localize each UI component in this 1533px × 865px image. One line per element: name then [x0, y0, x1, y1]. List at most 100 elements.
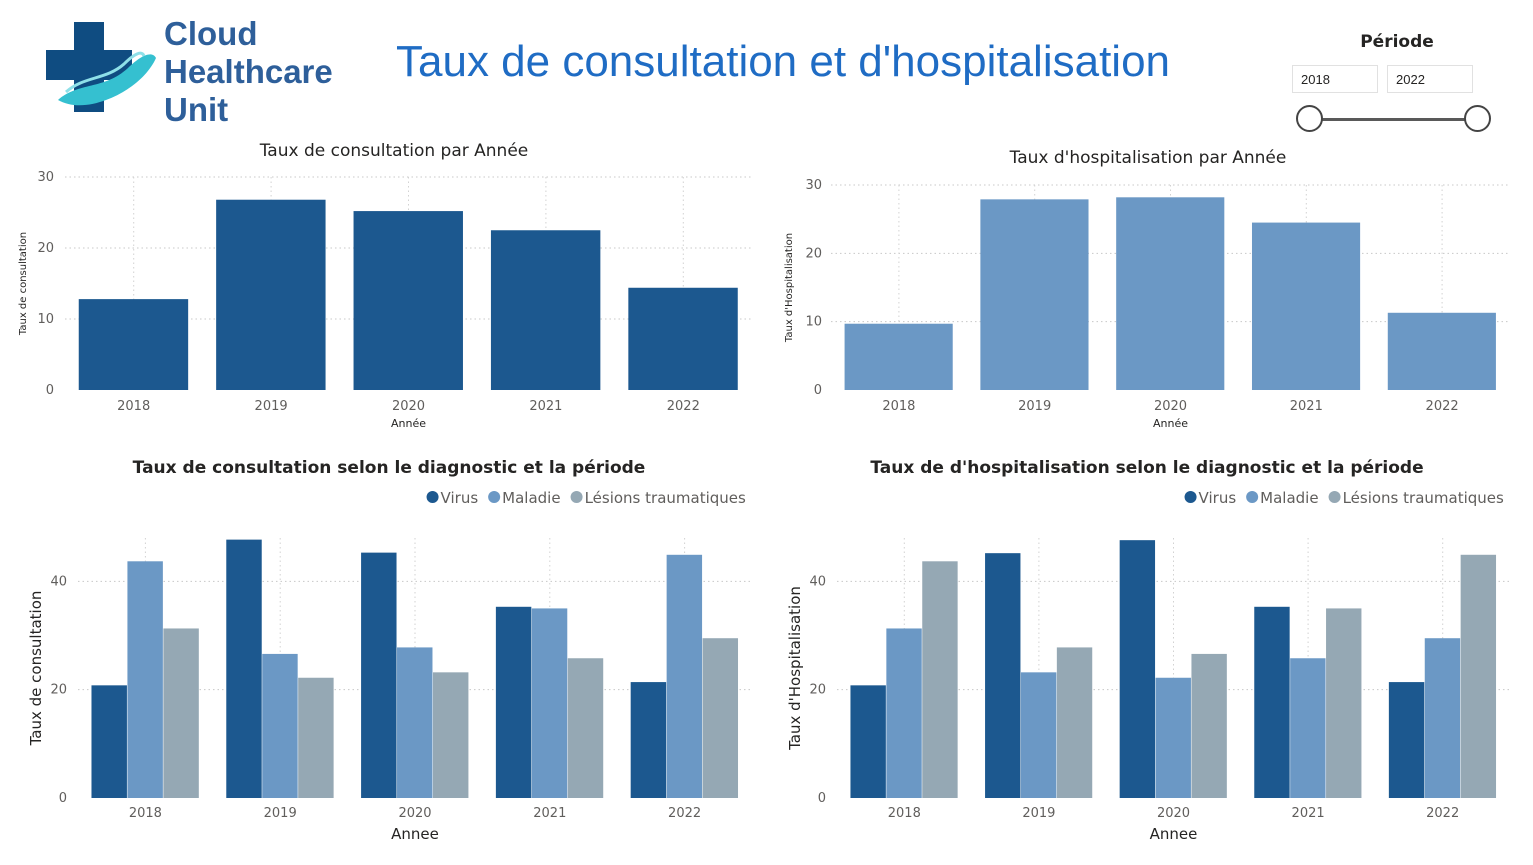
y-tick-label: 40	[50, 574, 67, 589]
x-axis-label: Année	[391, 417, 426, 430]
x-tick-label: 2019	[1022, 806, 1055, 821]
x-tick-label: 2021	[533, 806, 566, 821]
x-tick-label: 2018	[882, 399, 915, 414]
y-tick-label: 30	[37, 170, 54, 185]
x-tick-label: 2020	[398, 806, 431, 821]
bar	[1116, 197, 1225, 390]
logo-text-line-2: Healthcare	[164, 53, 333, 90]
legend-label: Lésions traumatiques	[585, 489, 746, 507]
slicer-start-handle[interactable]	[1296, 105, 1323, 132]
chart-title: Taux de d'hospitalisation selon le diagn…	[870, 458, 1423, 478]
bar	[628, 287, 738, 390]
y-tick-label: 20	[50, 683, 67, 698]
bar	[1388, 682, 1425, 798]
bar	[1251, 222, 1361, 390]
bar	[226, 539, 262, 798]
bar	[980, 199, 1089, 390]
cross-hand-logo-icon	[46, 22, 156, 112]
y-tick-label: 20	[37, 241, 54, 256]
y-tick-label: 10	[805, 315, 822, 330]
x-tick-label: 2020	[1154, 399, 1187, 414]
bar	[1387, 312, 1496, 390]
x-tick-label: 2021	[1292, 806, 1325, 821]
x-tick-label: 2021	[1290, 399, 1323, 414]
bar	[844, 323, 953, 390]
period-slicer[interactable]: Période 2018 2022	[1292, 30, 1502, 140]
bar	[91, 685, 127, 798]
x-tick-label: 2019	[264, 806, 297, 821]
bar	[361, 552, 397, 798]
x-tick-label: 2018	[129, 806, 162, 821]
bar	[127, 561, 163, 798]
y-tick-label: 0	[46, 383, 54, 398]
bar	[630, 682, 667, 798]
bar	[163, 628, 199, 798]
legend-marker	[1184, 491, 1197, 503]
bar	[850, 685, 886, 798]
bar	[1460, 554, 1497, 798]
y-axis-label: Taux d'Hospitalisation	[784, 233, 795, 343]
legend-label: Virus	[1199, 489, 1237, 507]
x-axis-label: Année	[1153, 417, 1188, 430]
y-axis-label: Taux de consultation	[18, 232, 29, 336]
legend-label: Lésions traumatiques	[1343, 489, 1504, 507]
legend-marker	[488, 491, 501, 503]
slicer-start-input[interactable]: 2018	[1292, 65, 1378, 93]
bar	[262, 653, 298, 798]
logo: Cloud Healthcare Unit	[44, 14, 344, 128]
bar	[886, 628, 922, 798]
logo-text-line-3: Unit	[164, 91, 229, 128]
chart-consultation-by-year: Taux de consultation par Année 0 10 20 30 201…	[18, 141, 752, 430]
bar	[1290, 658, 1326, 798]
legend-marker	[1328, 491, 1341, 503]
bar	[1424, 638, 1461, 798]
x-tick-label: 2022	[1426, 806, 1459, 821]
y-tick-label: 0	[814, 383, 822, 398]
y-tick-label: 20	[805, 246, 822, 261]
y-axis-label: Taux d'Hospitalisation	[786, 586, 804, 751]
legend-marker	[426, 491, 439, 503]
logo-text-line-1: Cloud	[164, 15, 258, 52]
bar	[432, 672, 469, 798]
bar	[1254, 606, 1290, 798]
bar	[1056, 647, 1093, 798]
x-tick-label: 2022	[668, 806, 701, 821]
bar	[531, 608, 568, 798]
legend-marker	[570, 491, 583, 503]
x-tick-label: 2022	[1426, 399, 1459, 414]
legend-marker	[1246, 491, 1259, 503]
bar	[495, 606, 532, 798]
legend-label: Maladie	[502, 489, 560, 507]
bar	[666, 554, 703, 798]
x-axis-label: Annee	[1150, 825, 1198, 843]
bar	[1020, 672, 1057, 798]
bar	[216, 199, 326, 390]
bar	[1155, 677, 1191, 798]
x-tick-label: 2020	[1157, 806, 1190, 821]
y-tick-label: 0	[818, 791, 826, 806]
bar	[490, 230, 601, 390]
page-title: Taux de consultation et d'hospitalisatio…	[396, 37, 1171, 86]
legend-label: Maladie	[1260, 489, 1318, 507]
bar	[985, 553, 1021, 798]
legend-label: Virus	[441, 489, 479, 507]
x-tick-label: 2020	[392, 399, 425, 414]
y-axis-label: Taux de consultation	[27, 591, 45, 747]
x-tick-label: 2018	[117, 399, 150, 414]
slicer-end-handle[interactable]	[1464, 105, 1491, 132]
bar	[702, 638, 739, 798]
bar	[1326, 608, 1362, 798]
x-tick-label: 2018	[888, 806, 921, 821]
slicer-end-input[interactable]: 2022	[1387, 65, 1473, 93]
slicer-track[interactable]	[1308, 118, 1480, 121]
bar	[1119, 540, 1156, 798]
bar	[922, 561, 958, 798]
x-tick-label: 2019	[255, 399, 288, 414]
y-tick-label: 30	[805, 178, 822, 193]
bar	[567, 658, 604, 798]
x-tick-label: 2022	[667, 399, 700, 414]
bar	[298, 677, 334, 798]
y-tick-label: 0	[59, 791, 67, 806]
bar	[1191, 653, 1227, 798]
x-tick-label: 2021	[529, 399, 562, 414]
